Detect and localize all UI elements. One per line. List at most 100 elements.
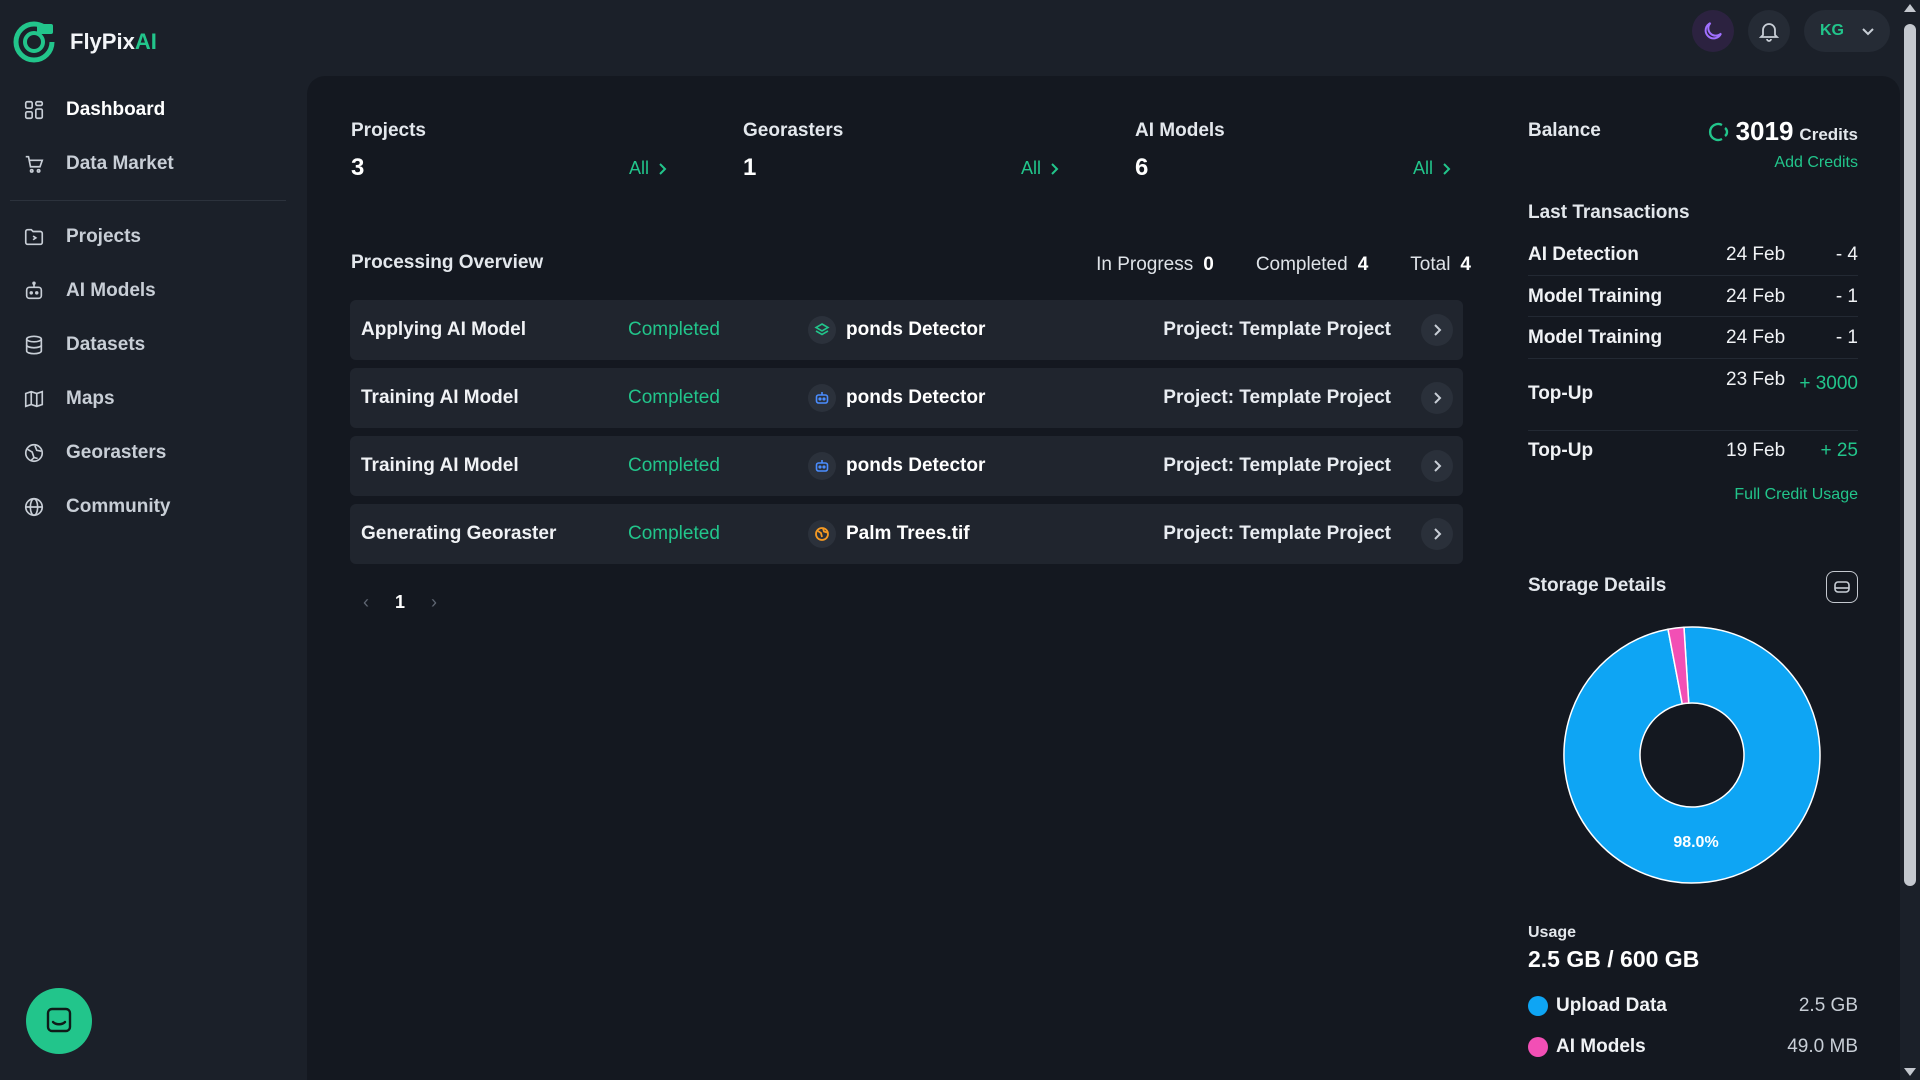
open-row-button[interactable] [1421, 382, 1453, 414]
legend-name: AI Models [1556, 1036, 1646, 1057]
processing-row[interactable]: Training AI Model Completed ponds Detect… [350, 368, 1463, 428]
credits-icon [1708, 122, 1728, 141]
stat-value: 3 [351, 154, 365, 181]
legend-swatch [1528, 996, 1548, 1016]
stat-title: AI Models [1135, 120, 1225, 141]
sidebar-item-georasters[interactable]: Georasters [0, 426, 290, 480]
add-credits-link[interactable]: Add Credits [1774, 154, 1858, 171]
balance-number: 3019 [1735, 116, 1794, 146]
next-page-button[interactable]: › [431, 592, 438, 612]
transaction-type: Model Training [1528, 327, 1663, 348]
processing-row[interactable]: Generating Georaster Completed Palm Tree… [350, 504, 1463, 564]
layers-icon [808, 316, 836, 344]
brand[interactable]: FlyPixAI [12, 20, 157, 64]
chevron-right-icon [1434, 460, 1442, 472]
task-status: Completed [628, 455, 720, 476]
robot-icon [22, 279, 46, 303]
task-project: Project: Template Project [1163, 319, 1391, 340]
in-progress-count: In Progress 0 [1096, 254, 1214, 275]
transaction-divider [1528, 358, 1858, 359]
processing-row[interactable]: Applying AI Model Completed ponds Detect… [350, 300, 1463, 360]
sidebar-item-label: Georasters [66, 442, 167, 463]
total-count: Total 4 [1410, 254, 1471, 275]
sidebar-item-data-market[interactable]: Data Market [0, 137, 290, 191]
task-item-name: Palm Trees.tif [846, 523, 970, 544]
current-page[interactable]: 1 [395, 592, 406, 612]
projects-all-link[interactable]: All [629, 158, 667, 179]
task-item: Palm Trees.tif [808, 520, 970, 548]
storage-details-button[interactable] [1826, 571, 1858, 603]
link-label: All [629, 158, 650, 178]
sidebar-item-dashboard[interactable]: Dashboard [0, 83, 290, 137]
legend-swatch [1528, 1037, 1548, 1057]
task-name: Applying AI Model [361, 319, 527, 340]
open-row-button[interactable] [1421, 518, 1453, 550]
user-initials: KG [1820, 22, 1844, 39]
sidebar-item-label: Data Market [66, 153, 174, 174]
sidebar-item-community[interactable]: Community [0, 480, 290, 534]
transaction-date: 24 Feb [1726, 244, 1786, 265]
theme-toggle-button[interactable] [1692, 10, 1734, 52]
usage-value: 2.5 GB / 600 GB [1528, 946, 1700, 972]
stat-value: 6 [1135, 154, 1149, 181]
main-panel: Projects 3 All Georasters 1 All AI Model… [307, 76, 1900, 1080]
prev-page-button[interactable]: ‹ [363, 592, 369, 612]
pagination: ‹ 1 › [363, 592, 437, 613]
topbar-actions: KG [1692, 10, 1890, 52]
task-project: Project: Template Project [1163, 387, 1391, 408]
open-row-button[interactable] [1421, 450, 1453, 482]
user-menu[interactable]: KG [1804, 10, 1890, 52]
scroll-down-arrow[interactable] [1904, 1068, 1916, 1076]
chevron-down-icon [1862, 28, 1874, 36]
sidebar-item-maps[interactable]: Maps [0, 372, 290, 426]
transaction-date: 23 Feb [1726, 369, 1786, 390]
ai-models-all-link[interactable]: All [1413, 158, 1451, 179]
full-credit-usage-link[interactable]: Full Credit Usage [1734, 486, 1858, 503]
legend-value: 2.5 GB [1798, 995, 1858, 1016]
sidebar-item-ai-models[interactable]: AI Models [0, 264, 290, 318]
nav-divider [10, 200, 286, 201]
storage-donut-chart: 98.0% [1563, 626, 1821, 884]
storage-title: Storage Details [1528, 575, 1667, 596]
open-row-button[interactable] [1421, 314, 1453, 346]
legend-upload-data: Upload Data 2.5 GB [1528, 995, 1858, 1017]
transaction-amount: - 1 [1835, 327, 1858, 348]
transaction-amount: - 4 [1835, 244, 1858, 265]
processing-row[interactable]: Training AI Model Completed ponds Detect… [350, 436, 1463, 496]
sidebar-item-label: AI Models [66, 280, 156, 301]
link-label: All [1413, 158, 1434, 178]
legend-value: 49.0 MB [1787, 1036, 1858, 1057]
page-scrollbar[interactable] [1900, 0, 1920, 1080]
stat-georasters: Georasters 1 [743, 120, 1063, 182]
transaction-row: Top-Up 23 Feb + 3000 [1528, 369, 1858, 425]
transaction-date: 24 Feb [1726, 327, 1786, 348]
processing-summary: In Progress 0 Completed 4 Total 4 [1096, 254, 1471, 276]
scroll-thumb[interactable] [1904, 24, 1916, 886]
task-status: Completed [628, 319, 720, 340]
donut-slice-ai-models[interactable] [1667, 626, 1690, 705]
task-item: ponds Detector [808, 452, 985, 480]
donut-slice-upload-data[interactable] [1563, 626, 1821, 884]
chevron-right-icon [1051, 162, 1059, 175]
globe-grid-icon [22, 441, 46, 465]
task-status: Completed [628, 523, 720, 544]
transaction-date: 19 Feb [1726, 440, 1786, 461]
task-item-name: ponds Detector [846, 387, 986, 408]
processing-overview-title: Processing Overview [351, 252, 544, 273]
sidebar-item-datasets[interactable]: Datasets [0, 318, 290, 372]
chat-button[interactable] [26, 988, 92, 1054]
usage-label: Usage [1528, 924, 1577, 941]
balance-title: Balance [1528, 120, 1601, 141]
moon-icon [1704, 22, 1722, 40]
globe-icon [808, 520, 836, 548]
transaction-date: 24 Feb [1726, 286, 1786, 307]
georasters-all-link[interactable]: All [1021, 158, 1059, 179]
sidebar-nav: Dashboard Data Market Projects AI Models [0, 83, 290, 534]
scroll-up-arrow[interactable] [1904, 4, 1916, 12]
notifications-button[interactable] [1748, 10, 1790, 52]
chevron-right-icon [1443, 162, 1451, 175]
sidebar-item-projects[interactable]: Projects [0, 210, 290, 264]
stat-value: 1 [743, 154, 757, 181]
cart-icon [22, 152, 46, 176]
task-item-name: ponds Detector [846, 455, 986, 476]
